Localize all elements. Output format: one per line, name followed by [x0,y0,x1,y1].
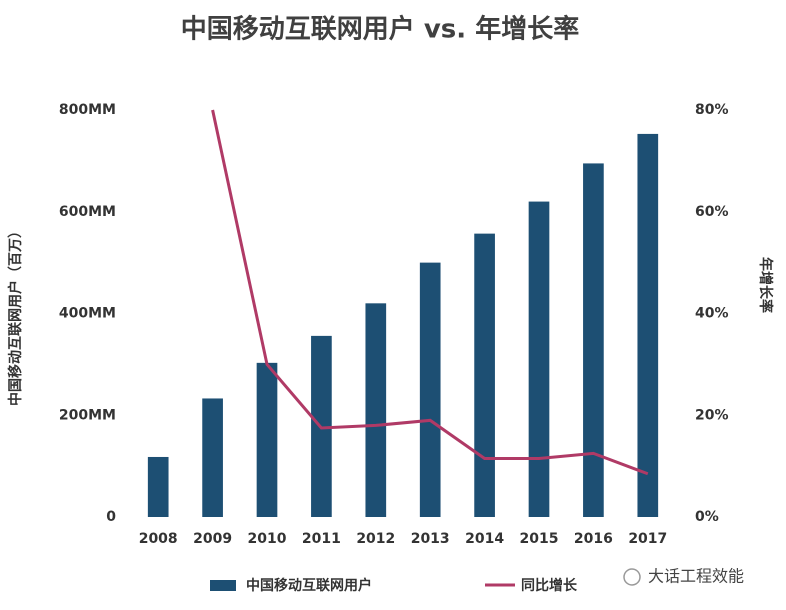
bar [528,201,550,517]
y2-tick-label: 20% [695,407,729,423]
bar [474,233,495,517]
bar [583,163,604,517]
legend-label: 同比增长 [521,577,578,594]
legend-swatch [210,580,236,591]
chart-title: 中国移动互联网用户 vs. 年增长率 [181,14,579,45]
x-tick-label: 2015 [520,531,559,547]
bar [147,456,169,517]
y2-axis-label: 年增长率 [757,257,774,313]
bar [256,362,278,517]
x-tick-label: 2010 [248,531,287,547]
y-axis-label: 中国移动互联网用户（百万） [7,224,24,406]
x-tick-label: 2014 [465,531,504,547]
y-tick-label: 0 [106,509,116,525]
line [211,109,649,476]
legend-label: 中国移动互联网用户 [246,577,372,594]
bar [637,133,659,517]
y-tick-label: 800MM [59,102,116,118]
x-tick-label: 2008 [139,531,178,547]
bar [419,262,441,517]
y-tick-label: 600MM [59,204,116,220]
y2-tick-label: 60% [695,204,729,220]
y2-tick-label: 80% [695,102,729,118]
x-tick-label: 2011 [302,531,341,547]
x-tick-label: 2017 [628,531,667,547]
bar [365,303,387,517]
y2-tick-label: 0% [695,509,719,525]
x-tick-label: 2012 [356,531,395,547]
x-tick-label: 2009 [193,531,232,547]
y2-tick-label: 40% [695,306,729,322]
bar [202,398,223,517]
y-tick-label: 200MM [59,407,116,423]
x-tick-label: 2016 [574,531,613,547]
y-tick-label: 400MM [59,306,116,322]
watermark-icon [623,568,641,586]
x-tick-label: 2013 [411,531,450,547]
watermark: 大话工程效能 [648,567,744,586]
